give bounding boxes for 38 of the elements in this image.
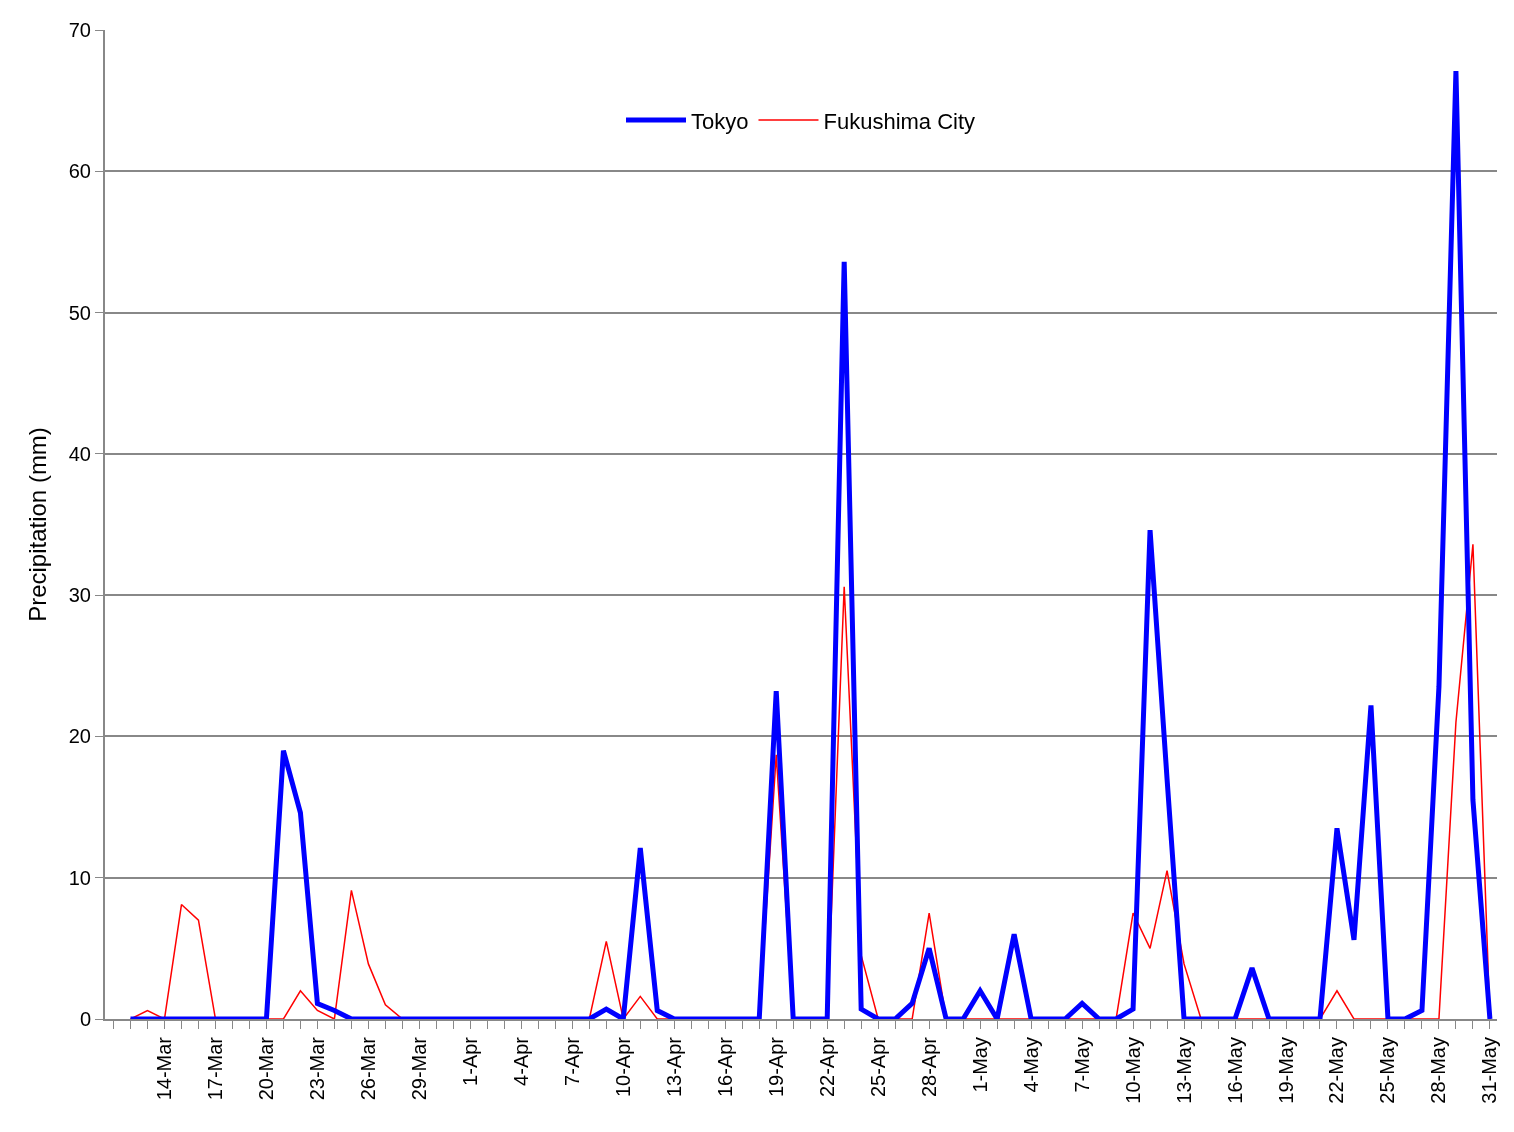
x-tick-label: 16-Apr — [713, 1036, 736, 1098]
x-tick-label: 10-Apr — [611, 1036, 634, 1098]
x-tick-label: 13-May — [1172, 1037, 1195, 1104]
x-tick-label: 22-Apr — [815, 1036, 838, 1098]
x-tick-label: 31-May — [1478, 1037, 1501, 1104]
x-tick-label: 29-Mar — [407, 1036, 430, 1101]
x-tick-label: 19-Apr — [764, 1036, 787, 1098]
legend-label: Tokyo — [691, 108, 749, 134]
x-tick-label: 25-May — [1376, 1037, 1399, 1104]
y-tick-label: 40 — [68, 442, 91, 465]
x-tick-label: 22-May — [1325, 1037, 1348, 1104]
x-tick-label: 13-Apr — [662, 1036, 685, 1098]
x-tick-label: 4-May — [1019, 1037, 1042, 1093]
x-tick-label: 25-Apr — [866, 1036, 889, 1098]
y-tick-label: 50 — [68, 301, 91, 324]
x-tick-label: 20-Mar — [254, 1036, 277, 1101]
x-tick-label: 14-Mar — [152, 1036, 175, 1101]
x-tick-label: 16-May — [1223, 1037, 1246, 1104]
x-tick-label: 10-May — [1121, 1037, 1144, 1104]
x-tick-label: 7-Apr — [560, 1036, 583, 1086]
y-tick-label: 0 — [79, 1008, 91, 1030]
y-axis-title: Precipitation (mm) — [24, 427, 52, 622]
x-tick-label: 19-May — [1274, 1037, 1297, 1104]
y-tick-label: 30 — [68, 584, 91, 607]
x-tick-label: 23-Mar — [305, 1036, 328, 1101]
x-tick-label: 4-Apr — [509, 1036, 532, 1086]
x-tick-label: 1-Apr — [458, 1036, 481, 1086]
x-tick-label: 26-Mar — [356, 1036, 379, 1101]
legend-label: Fukushima City — [823, 108, 976, 134]
x-tick-label: 7-May — [1070, 1037, 1093, 1093]
y-tick-label: 20 — [68, 725, 91, 748]
x-tick-label: 28-Apr — [917, 1036, 940, 1098]
x-tick-label: 1-May — [968, 1037, 991, 1093]
y-tick-label: 10 — [68, 866, 91, 889]
x-tick-label: 28-May — [1427, 1037, 1450, 1104]
y-tick-label: 70 — [68, 19, 91, 41]
x-tick-label: 17-Mar — [203, 1036, 226, 1101]
y-tick-label: 60 — [68, 160, 91, 183]
